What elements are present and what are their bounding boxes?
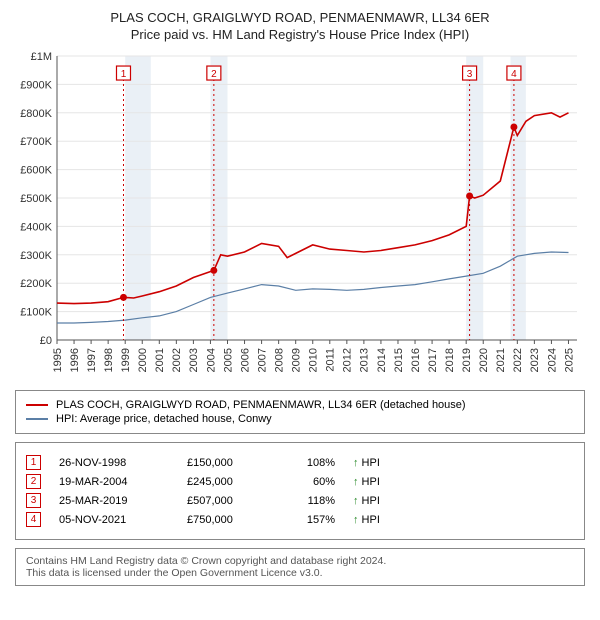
- event-hpi-delta: ↑ HPI: [353, 495, 380, 507]
- svg-text:£600K: £600K: [20, 165, 52, 177]
- svg-text:1997: 1997: [86, 348, 98, 372]
- svg-text:£800K: £800K: [20, 108, 52, 120]
- svg-text:2021: 2021: [495, 348, 507, 372]
- svg-text:2015: 2015: [393, 348, 405, 372]
- svg-text:1995: 1995: [52, 348, 64, 372]
- event-date: 25-MAR-2019: [59, 495, 169, 507]
- svg-text:2019: 2019: [461, 348, 473, 372]
- svg-text:£1M: £1M: [31, 51, 52, 63]
- svg-text:£300K: £300K: [20, 250, 52, 262]
- legend-swatch-red: [26, 404, 48, 406]
- svg-text:2011: 2011: [325, 348, 337, 372]
- license: Contains HM Land Registry data © Crown c…: [15, 548, 585, 586]
- svg-text:2007: 2007: [256, 348, 268, 372]
- svg-text:2002: 2002: [171, 348, 183, 372]
- svg-text:£700K: £700K: [20, 136, 52, 148]
- svg-text:2013: 2013: [359, 348, 371, 372]
- event-pct: 118%: [280, 495, 335, 507]
- event-price: £150,000: [187, 457, 262, 469]
- svg-text:2016: 2016: [410, 348, 422, 372]
- svg-text:1996: 1996: [69, 348, 81, 372]
- svg-text:2009: 2009: [291, 348, 303, 372]
- event-number: 1: [26, 455, 41, 470]
- svg-text:£900K: £900K: [20, 79, 52, 91]
- event-price: £750,000: [187, 514, 262, 526]
- event-pct: 60%: [280, 476, 335, 488]
- events-table: 1 26-NOV-1998 £150,000 108% ↑ HPI 2 19-MAR-200…: [15, 442, 585, 540]
- svg-text:2012: 2012: [342, 348, 354, 372]
- svg-text:2001: 2001: [154, 348, 166, 372]
- legend-swatch-blue: [26, 418, 48, 420]
- svg-text:£100K: £100K: [20, 307, 52, 319]
- svg-text:2020: 2020: [478, 348, 490, 372]
- event-row: 4 05-NOV-2021 £750,000 157% ↑ HPI: [26, 512, 574, 527]
- svg-text:£0: £0: [40, 335, 52, 347]
- legend-label-blue: HPI: Average price, detached house, Conw…: [56, 413, 272, 425]
- svg-text:2008: 2008: [273, 348, 285, 372]
- event-row: 3 25-MAR-2019 £507,000 118% ↑ HPI: [26, 493, 574, 508]
- svg-text:2010: 2010: [308, 348, 320, 372]
- event-pct: 108%: [280, 457, 335, 469]
- svg-text:2023: 2023: [529, 348, 541, 372]
- svg-text:2004: 2004: [205, 348, 217, 372]
- svg-text:£400K: £400K: [20, 221, 52, 233]
- svg-text:1999: 1999: [120, 348, 132, 372]
- svg-text:2018: 2018: [444, 348, 456, 372]
- license-line1: Contains HM Land Registry data © Crown c…: [26, 555, 574, 567]
- event-row: 2 19-MAR-2004 £245,000 60% ↑ HPI: [26, 474, 574, 489]
- event-number: 3: [26, 493, 41, 508]
- event-price: £245,000: [187, 476, 262, 488]
- svg-text:2025: 2025: [563, 348, 575, 372]
- event-date: 05-NOV-2021: [59, 514, 169, 526]
- svg-text:2005: 2005: [222, 348, 234, 372]
- svg-text:2014: 2014: [376, 348, 388, 372]
- price-chart: £0 £100K £200K £300K £400K £500K £600K £700K £80…: [15, 50, 585, 380]
- event-pct: 157%: [280, 514, 335, 526]
- event-row: 1 26-NOV-1998 £150,000 108% ↑ HPI: [26, 455, 574, 470]
- svg-text:2022: 2022: [512, 348, 524, 372]
- svg-text:£200K: £200K: [20, 278, 52, 290]
- svg-text:2003: 2003: [188, 348, 200, 372]
- svg-text:4: 4: [511, 69, 517, 80]
- svg-text:1998: 1998: [103, 348, 115, 372]
- svg-text:2006: 2006: [239, 348, 251, 372]
- event-hpi-delta: ↑ HPI: [353, 457, 380, 469]
- event-number: 2: [26, 474, 41, 489]
- event-date: 26-NOV-1998: [59, 457, 169, 469]
- svg-text:2: 2: [211, 69, 217, 80]
- legend: PLAS COCH, GRAIGLWYD ROAD, PENMAENMAWR, …: [15, 390, 585, 434]
- chart-subtitle: Price paid vs. HM Land Registry's House …: [15, 27, 585, 42]
- legend-label-red: PLAS COCH, GRAIGLWYD ROAD, PENMAENMAWR, …: [56, 399, 466, 411]
- event-price: £507,000: [187, 495, 262, 507]
- svg-text:£500K: £500K: [20, 193, 52, 205]
- svg-text:1: 1: [121, 69, 127, 80]
- svg-text:2000: 2000: [137, 348, 149, 372]
- event-hpi-delta: ↑ HPI: [353, 514, 380, 526]
- event-hpi-delta: ↑ HPI: [353, 476, 380, 488]
- event-date: 19-MAR-2004: [59, 476, 169, 488]
- svg-text:3: 3: [467, 69, 473, 80]
- event-number: 4: [26, 512, 41, 527]
- chart-title-address: PLAS COCH, GRAIGLWYD ROAD, PENMAENMAWR, …: [15, 10, 585, 25]
- svg-text:2017: 2017: [427, 348, 439, 372]
- svg-text:2024: 2024: [546, 348, 558, 372]
- chart-area: £0 £100K £200K £300K £400K £500K £600K £700K £80…: [15, 50, 585, 380]
- license-line2: This data is licensed under the Open Gov…: [26, 567, 574, 579]
